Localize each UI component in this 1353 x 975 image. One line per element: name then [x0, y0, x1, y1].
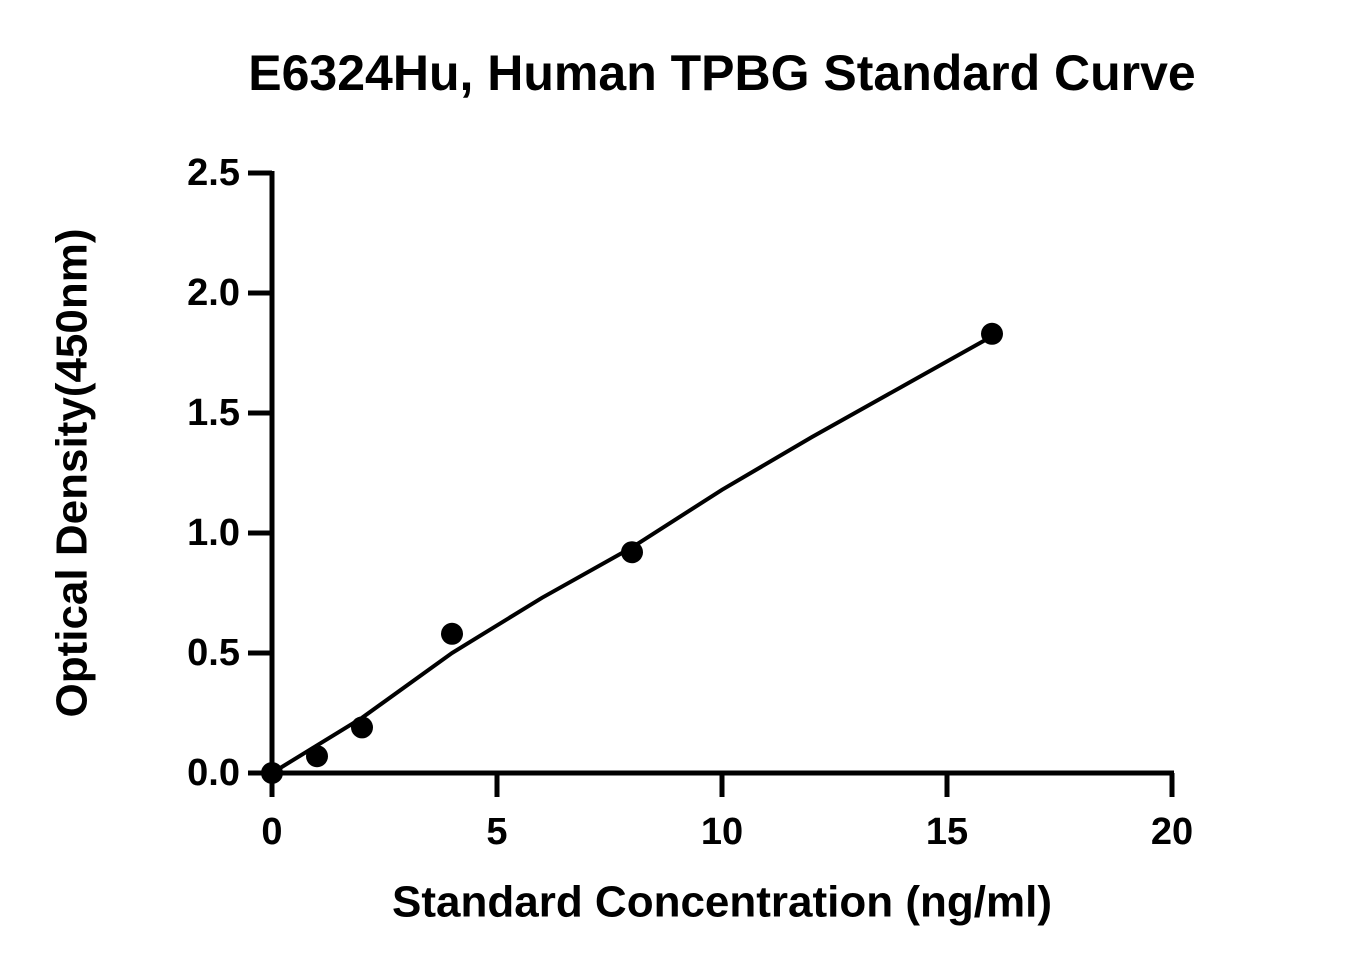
y-tick-label: 0.0: [187, 752, 240, 794]
chart-title: E6324Hu, Human TPBG Standard Curve: [248, 45, 1195, 101]
y-tick-label: 2.0: [187, 272, 240, 314]
x-tick-label: 5: [486, 811, 507, 853]
x-tick-label: 15: [926, 811, 968, 853]
y-axis-label: Optical Density(450nm): [48, 228, 97, 717]
x-axis-label: Standard Concentration (ng/ml): [392, 878, 1052, 927]
data-point: [621, 541, 643, 564]
data-point: [306, 745, 328, 768]
x-tick-label: 0: [261, 811, 282, 853]
y-tick-label: 1.5: [187, 392, 240, 434]
y-tick-label: 2.5: [187, 152, 240, 194]
x-tick-label: 10: [701, 811, 743, 853]
y-tick-label: 0.5: [187, 632, 240, 674]
data-point: [351, 716, 373, 739]
data-point: [261, 762, 283, 784]
x-tick-label: 20: [1151, 811, 1193, 853]
data-point: [441, 622, 463, 645]
y-tick-label: 1.0: [187, 512, 240, 554]
data-point: [981, 322, 1003, 345]
